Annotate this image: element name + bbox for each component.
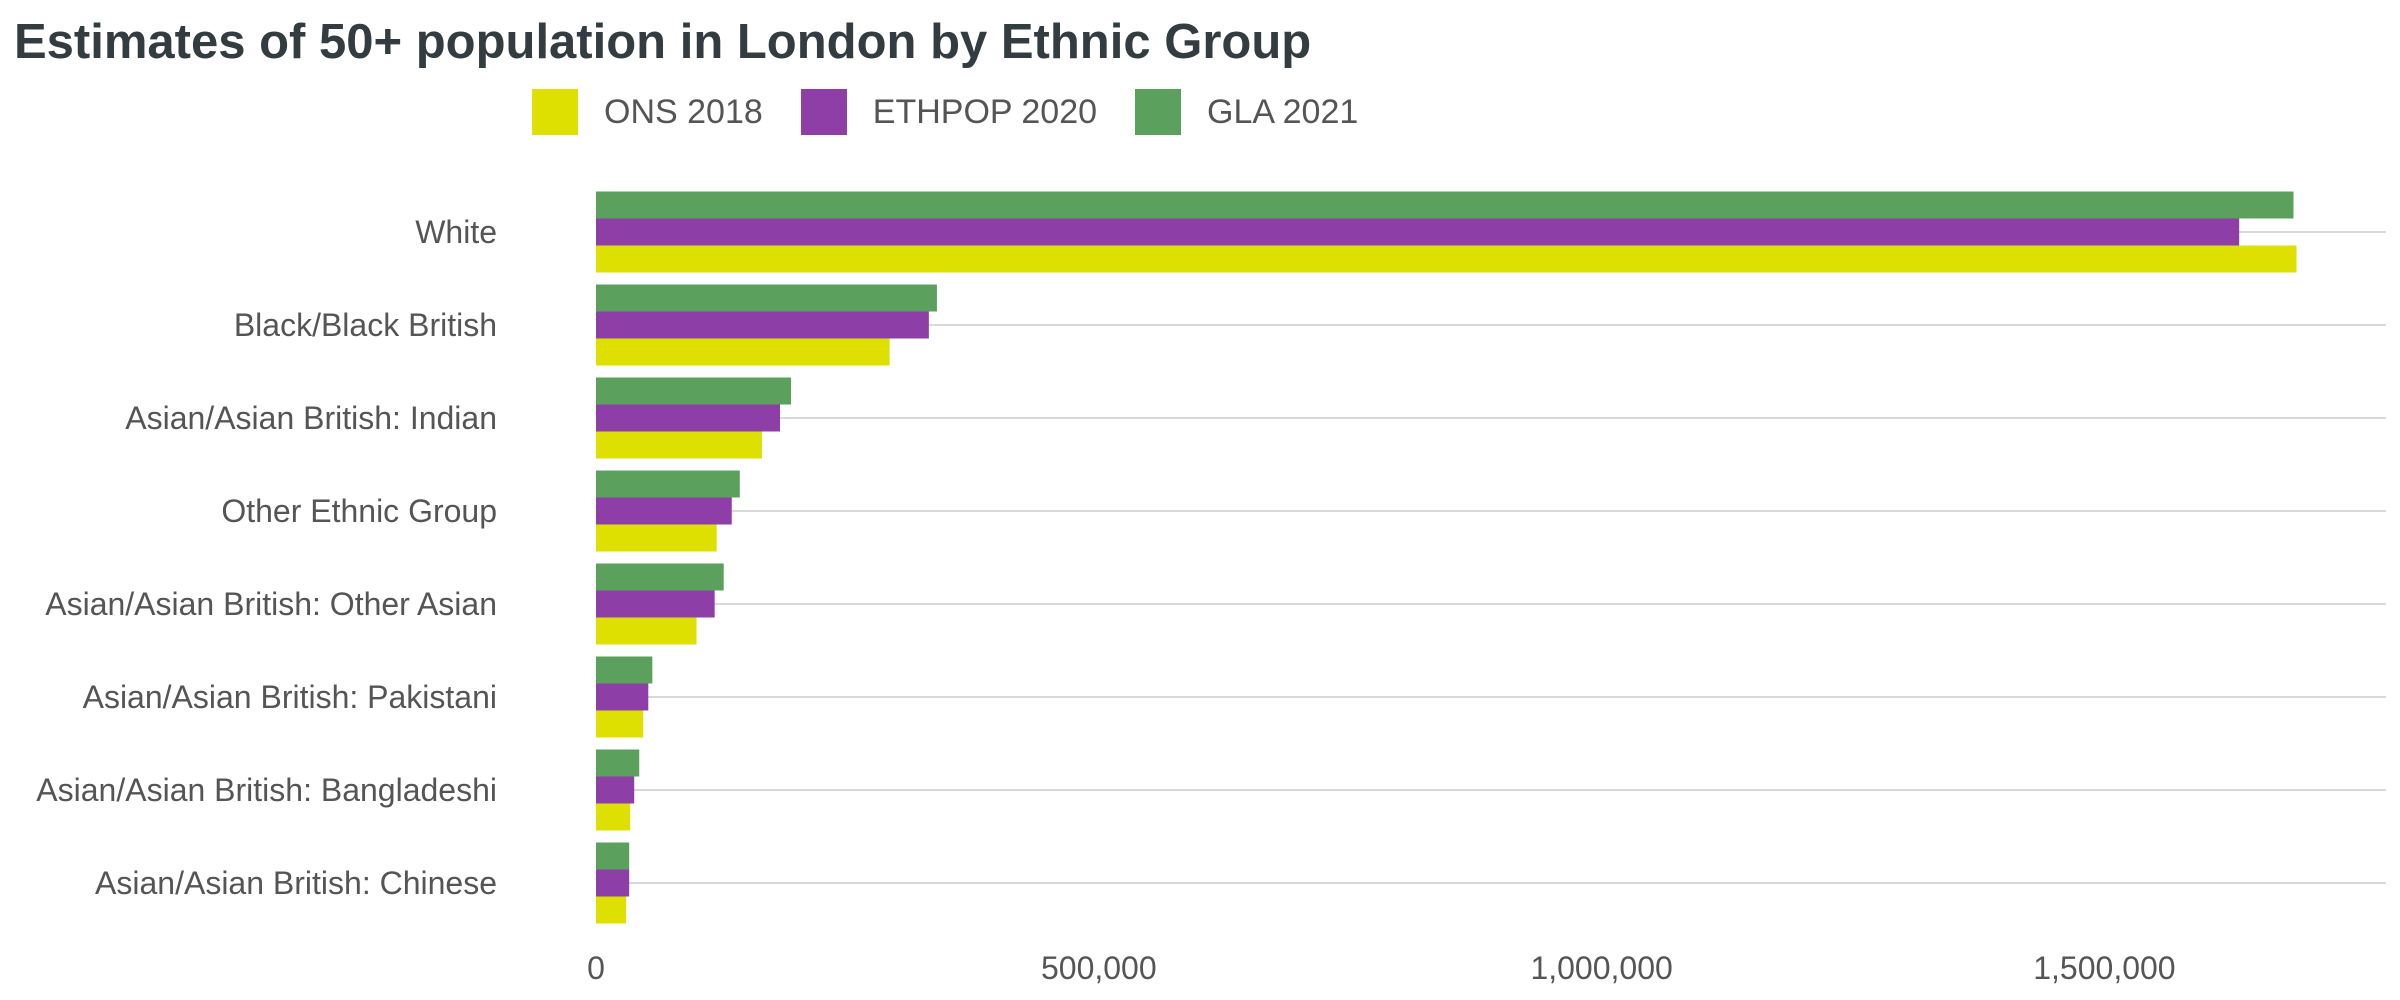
legend-swatch-ons-2018: [532, 89, 578, 135]
legend-swatch-gla-2021: [1135, 89, 1182, 135]
bar-gla-2021-other-ethnic-group: [596, 470, 740, 498]
bar-gla-2021-asian-asian-british-indian: [596, 377, 792, 405]
category-label-asian-asian-british-other-asian: Asian/Asian British: Other Asian: [45, 586, 497, 622]
bar-gla-2021-asian-asian-british-other-asian: [596, 563, 724, 591]
bar-ons-2018-other-ethnic-group: [596, 524, 717, 552]
bar-ons-2018-white: [596, 245, 2297, 273]
x-tick-labels: 0 500,000 1,000,000 1,500,000: [587, 950, 2176, 986]
category-label-asian-asian-british-pakistani: Asian/Asian British: Pakistani: [83, 679, 497, 715]
legend-item-gla-2021: GLA 2021: [1135, 89, 1358, 135]
chart-title: Estimates of 50+ population in London by…: [14, 15, 1312, 69]
legend-swatch-ethpop-2020: [800, 89, 847, 135]
bar-ons-2018-asian-asian-british-chinese: [596, 896, 627, 924]
bars: [596, 191, 2297, 924]
legend: ONS 2018 ETHPOP 2020 GLA 2021: [532, 88, 1396, 136]
bar-ons-2018-black-black-british: [596, 338, 890, 366]
bar-ethpop-2020-white: [596, 218, 2240, 246]
bar-gla-2021-white: [596, 191, 2294, 219]
category-label-white: White: [415, 214, 497, 250]
legend-label-gla-2021: GLA 2021: [1207, 92, 1359, 131]
x-tick-label-1-500-000: 1,500,000: [2033, 950, 2175, 986]
bar-ons-2018-asian-asian-british-indian: [596, 431, 762, 459]
bar-ons-2018-asian-asian-british-pakistani: [596, 710, 644, 738]
x-tick-label-1-000-000: 1,000,000: [1530, 950, 1672, 986]
legend-item-ethpop-2020: ETHPOP 2020: [800, 89, 1098, 135]
bar-ethpop-2020-asian-asian-british-pakistani: [596, 683, 649, 711]
category-label-other-ethnic-group: Other Ethnic Group: [221, 493, 497, 529]
category-label-asian-asian-british-indian: Asian/Asian British: Indian: [125, 400, 497, 436]
bar-ethpop-2020-asian-asian-british-other-asian: [596, 590, 715, 618]
bar-gla-2021-asian-asian-british-chinese: [596, 842, 630, 870]
x-tick-label-500-000: 500,000: [1041, 950, 1157, 986]
category-label-asian-asian-british-bangladeshi: Asian/Asian British: Bangladeshi: [36, 772, 497, 808]
bar-gla-2021-asian-asian-british-bangladeshi: [596, 749, 640, 777]
bar-ethpop-2020-asian-asian-british-chinese: [596, 869, 630, 897]
category-label-asian-asian-british-chinese: Asian/Asian British: Chinese: [95, 865, 497, 901]
bar-ethpop-2020-asian-asian-british-indian: [596, 404, 781, 432]
legend-label-ethpop-2020: ETHPOP 2020: [872, 92, 1098, 131]
bar-gla-2021-asian-asian-british-pakistani: [596, 656, 653, 684]
legend-item-ons-2018: ONS 2018: [532, 89, 763, 135]
category-labels: White Black/Black British Asian/Asian Brit…: [36, 214, 497, 901]
bar-ethpop-2020-black-black-british: [596, 311, 929, 339]
legend-label-ons-2018: ONS 2018: [604, 92, 763, 131]
bar-ons-2018-asian-asian-british-other-asian: [596, 617, 697, 645]
bar-ons-2018-asian-asian-british-bangladeshi: [596, 803, 631, 831]
bar-ethpop-2020-asian-asian-british-bangladeshi: [596, 776, 635, 804]
bar-gla-2021-black-black-british: [596, 284, 937, 312]
category-label-black-black-british: Black/Black British: [234, 307, 497, 343]
x-tick-label-0: 0: [587, 950, 605, 986]
bar-ethpop-2020-other-ethnic-group: [596, 497, 732, 525]
